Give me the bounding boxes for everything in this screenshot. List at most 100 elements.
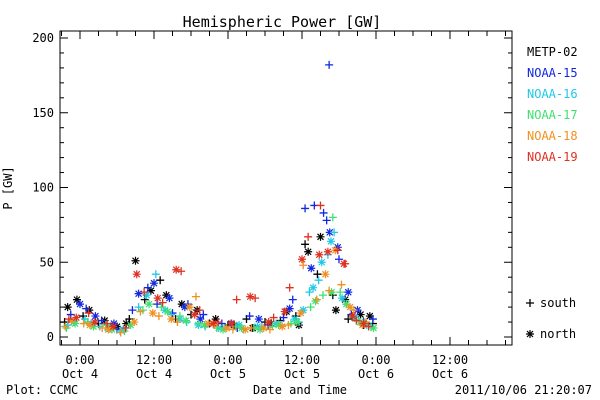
north-marker <box>321 270 330 279</box>
south-marker <box>526 299 534 307</box>
north-marker <box>311 297 320 306</box>
north-marker <box>132 270 141 279</box>
north-marker <box>344 288 353 297</box>
north-marker <box>150 279 158 288</box>
legend-entry: NOAA-19 <box>527 150 578 164</box>
legend: METP-02 NOAA-15 NOAA-16 NOAA-17 NOAA-18 NOAA-… <box>527 45 578 164</box>
north-marker <box>145 300 154 309</box>
south-marker <box>79 319 88 328</box>
south-marker <box>116 328 125 337</box>
north-marker <box>72 313 81 322</box>
south-marker <box>316 201 325 210</box>
north-marker <box>365 312 374 321</box>
marker-legend: south north <box>526 296 576 341</box>
north-marker <box>89 322 98 331</box>
south-marker <box>154 312 163 321</box>
south-marker <box>299 261 308 270</box>
north-marker <box>272 319 281 328</box>
marker-legend-label: north <box>540 327 576 341</box>
north-marker <box>346 303 355 312</box>
south-marker <box>306 303 315 312</box>
x-tick-label-time: 12:00 <box>432 353 468 367</box>
y-tick-label: 200 <box>32 31 54 45</box>
north-marker <box>274 321 283 330</box>
north-marker <box>326 237 335 246</box>
south-marker <box>151 270 160 279</box>
legend-entry: METP-02 <box>527 45 578 59</box>
north-marker <box>339 259 348 268</box>
south-marker <box>265 325 274 334</box>
north-marker <box>161 306 170 315</box>
x-tick-label-date: Oct 5 <box>210 367 246 381</box>
south-marker <box>97 316 106 325</box>
north-marker <box>63 303 72 312</box>
north-marker <box>76 300 84 309</box>
north-marker <box>304 247 313 256</box>
south-marker <box>325 286 334 295</box>
north-marker <box>72 295 81 304</box>
north-marker <box>325 228 334 237</box>
south-marker <box>344 315 353 324</box>
legend-entry: NOAA-15 <box>527 66 578 80</box>
north-marker <box>185 303 194 312</box>
y-tick-label: 150 <box>32 106 54 120</box>
north-marker <box>369 324 378 333</box>
north-marker <box>316 232 325 241</box>
y-tick-label: 0 <box>47 330 54 344</box>
north-marker <box>323 247 332 256</box>
north-marker <box>356 310 365 319</box>
north-marker <box>331 306 340 315</box>
south-marker <box>62 324 71 333</box>
north-marker <box>307 264 316 273</box>
south-marker <box>173 318 182 327</box>
north-marker <box>200 321 209 330</box>
south-marker <box>325 60 334 69</box>
south-marker <box>64 315 73 324</box>
marker-legend-label: south <box>540 296 576 310</box>
north-marker <box>267 319 276 328</box>
north-marker <box>298 255 306 264</box>
north-marker <box>103 324 112 333</box>
north-marker <box>71 319 80 328</box>
north-marker <box>130 318 139 327</box>
x-tick-label-date: Oct 4 <box>62 367 98 381</box>
south-marker <box>195 306 204 315</box>
series-noaa-18 <box>61 246 371 337</box>
south-marker <box>84 309 93 318</box>
north-marker <box>126 321 135 330</box>
north-marker <box>190 310 199 319</box>
y-axis: 0 50 100 150 200 <box>32 31 512 344</box>
north-marker <box>285 304 294 313</box>
north-marker <box>109 319 118 328</box>
north-marker <box>134 289 143 298</box>
plot-timestamp: 2011/10/06 21:20:07 <box>455 383 592 397</box>
north-marker <box>196 315 205 324</box>
north-marker <box>211 315 220 324</box>
north-marker <box>296 309 305 318</box>
south-marker <box>103 319 112 328</box>
x-tick-label-time: 0:00 <box>362 353 391 367</box>
north-marker <box>165 294 174 303</box>
north-marker <box>85 321 94 330</box>
north-marker <box>280 307 289 316</box>
north-marker <box>526 330 534 338</box>
x-tick-label-time: 12:00 <box>284 353 320 367</box>
south-marker <box>328 213 337 222</box>
north-marker <box>90 318 99 327</box>
north-marker <box>317 258 326 267</box>
legend-entry: NOAA-18 <box>527 129 578 143</box>
north-marker <box>148 309 157 318</box>
north-marker <box>348 312 357 321</box>
north-marker <box>162 291 171 300</box>
south-marker <box>61 322 70 331</box>
north-marker <box>131 256 140 265</box>
south-marker <box>335 255 343 264</box>
legend-entry: NOAA-17 <box>527 108 578 122</box>
north-marker <box>142 291 151 300</box>
north-marker <box>182 316 191 325</box>
south-marker <box>304 232 313 241</box>
plot-frame <box>59 30 513 346</box>
south-marker <box>136 307 145 316</box>
south-marker <box>143 283 152 292</box>
